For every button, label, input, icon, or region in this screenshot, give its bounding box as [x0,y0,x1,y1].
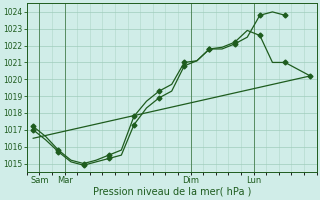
X-axis label: Pression niveau de la mer( hPa ): Pression niveau de la mer( hPa ) [92,187,251,197]
